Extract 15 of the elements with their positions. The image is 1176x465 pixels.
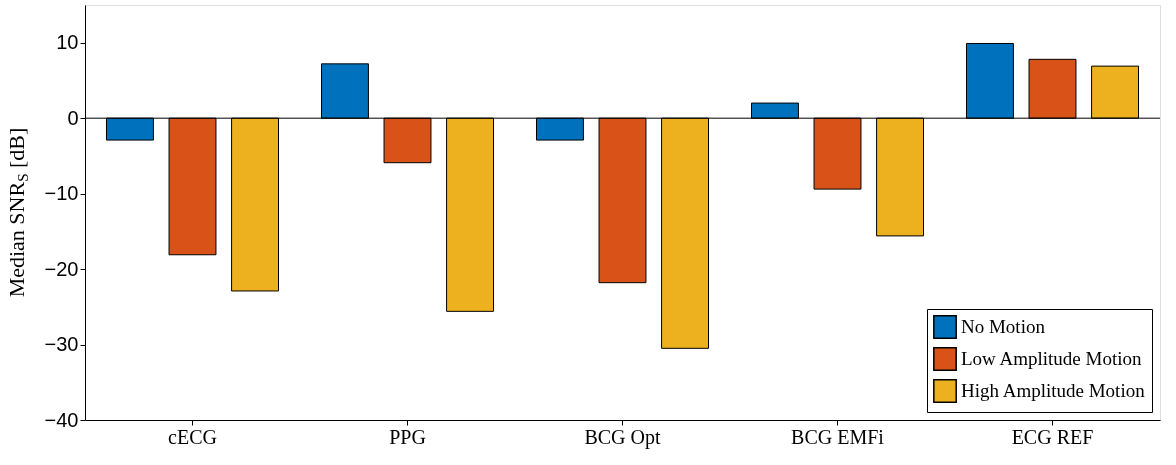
y-tick-label: −30 <box>44 333 79 356</box>
legend-label: Low Amplitude Motion <box>961 348 1142 369</box>
x-tick-label: BCG Opt <box>584 425 661 449</box>
y-axis-title: Median SNRS [dB] <box>4 127 31 298</box>
legend-label: High Amplitude Motion <box>961 380 1146 401</box>
y-tick-label: −10 <box>44 182 79 205</box>
x-tick-label: ECG REF <box>1011 425 1094 448</box>
y-tick-label: −40 <box>44 408 79 431</box>
y-tick-label: −20 <box>44 257 79 280</box>
x-tick-label: cECG <box>168 425 217 448</box>
legend-label: No Motion <box>961 316 1046 337</box>
y-tick-label: 10 <box>56 31 79 54</box>
x-tick-label: BCG EMFi <box>791 425 885 448</box>
y-tick-label: 0 <box>67 106 79 129</box>
x-tick-label: PPG <box>389 425 426 448</box>
